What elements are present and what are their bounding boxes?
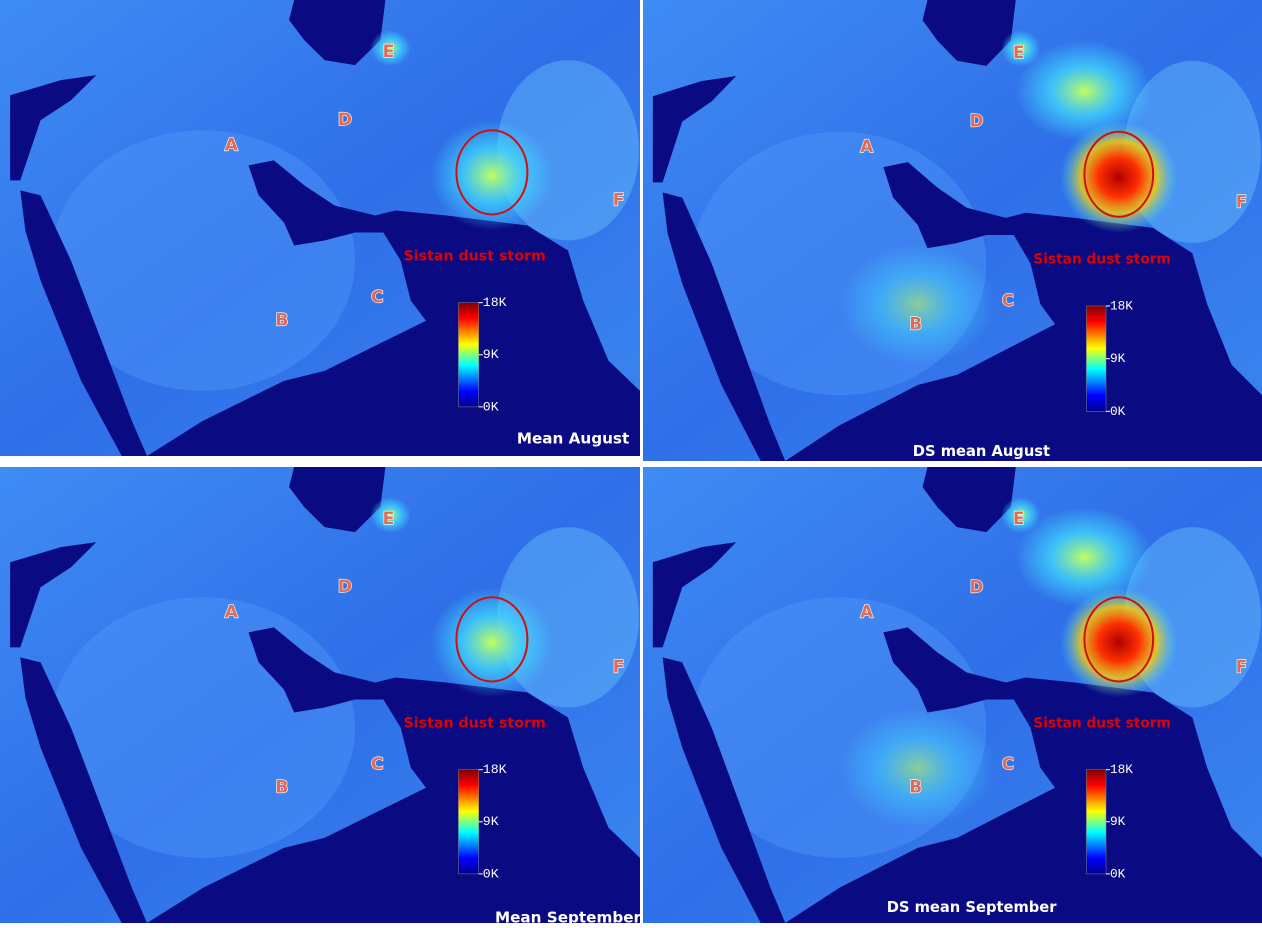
- colorbar-tick-label: 9K: [483, 814, 499, 829]
- region-marker: A: [860, 601, 873, 621]
- region-marker: A: [860, 136, 874, 156]
- region-marker: A: [225, 602, 239, 622]
- region-marker: A: [225, 135, 239, 155]
- dust-field: [1016, 507, 1153, 607]
- colorbar: [1086, 770, 1106, 874]
- region-marker: E: [1013, 42, 1024, 62]
- dust-field: [1016, 41, 1153, 142]
- dust-field: [839, 708, 996, 828]
- region-marker: C: [1002, 754, 1014, 774]
- map-panel: A B C D E F Sistan dust storm DS mean September…: [643, 467, 1262, 923]
- region-marker: E: [383, 509, 395, 529]
- panel-title: DS mean August: [913, 442, 1050, 460]
- colorbar-tick-label: 0K: [1110, 404, 1126, 419]
- panel-title: Mean September: [495, 909, 642, 923]
- annotation: Sistan dust storm: [1033, 715, 1170, 731]
- region-marker: D: [338, 110, 352, 130]
- colorbar-tick-label: 0K: [483, 866, 499, 881]
- annotation: Sistan dust storm: [404, 249, 546, 265]
- region-marker: D: [338, 577, 352, 597]
- page: A B C D E F Sistan dust storm Mean August 18K 9K 0…: [0, 0, 1262, 923]
- annotation: Sistan dust storm: [404, 716, 546, 732]
- dust-field: [839, 243, 996, 365]
- map-base: [0, 0, 640, 456]
- colorbar-tick-label: 0K: [1110, 866, 1126, 881]
- map-base: [643, 0, 1262, 461]
- panel-title: Mean August: [517, 430, 629, 448]
- region-marker: E: [383, 42, 395, 62]
- colorbar-tick-label: 9K: [483, 347, 499, 362]
- region-marker: F: [1236, 191, 1247, 211]
- colorbar: [458, 770, 478, 874]
- region-marker: B: [275, 778, 288, 798]
- region-marker: C: [371, 288, 384, 308]
- colorbar-tick-label: 18K: [1110, 298, 1133, 313]
- colorbar: [1086, 306, 1106, 411]
- region-marker: C: [1002, 290, 1014, 310]
- region-marker: B: [909, 777, 922, 797]
- map-panel: A B C D E F Sistan dust storm DS mean August 18K…: [643, 0, 1262, 461]
- region-marker: B: [909, 313, 922, 333]
- colorbar-tick-label: 18K: [483, 295, 507, 310]
- region-marker: F: [1236, 656, 1247, 676]
- annotation: Sistan dust storm: [1033, 251, 1170, 267]
- colorbar-tick-label: 9K: [1110, 814, 1126, 829]
- region-marker: D: [970, 576, 984, 596]
- colorbar-tick-label: 9K: [1110, 351, 1126, 366]
- region-marker: B: [275, 311, 288, 331]
- figure: A B C D E F Sistan dust storm Mean August 18K 9K 0…: [0, 0, 1262, 923]
- colorbar: [458, 303, 478, 407]
- map-base: [643, 467, 1262, 923]
- panel-title: DS mean September: [887, 898, 1057, 916]
- colorbar-tick-label: 0K: [483, 399, 499, 414]
- region-marker: F: [613, 657, 625, 677]
- region-marker: E: [1013, 508, 1024, 528]
- colorbar-tick-label: 18K: [1110, 762, 1133, 777]
- colorbar-tick-label: 18K: [483, 762, 507, 777]
- region-marker: F: [613, 190, 625, 210]
- region-marker: D: [970, 110, 984, 130]
- map-panel: A B C D E F Sistan dust storm Mean September 18K…: [0, 467, 642, 923]
- map-panel: A B C D E F Sistan dust storm Mean August 18K 9K 0…: [0, 0, 640, 456]
- map-base: [0, 467, 640, 923]
- region-marker: C: [371, 755, 384, 775]
